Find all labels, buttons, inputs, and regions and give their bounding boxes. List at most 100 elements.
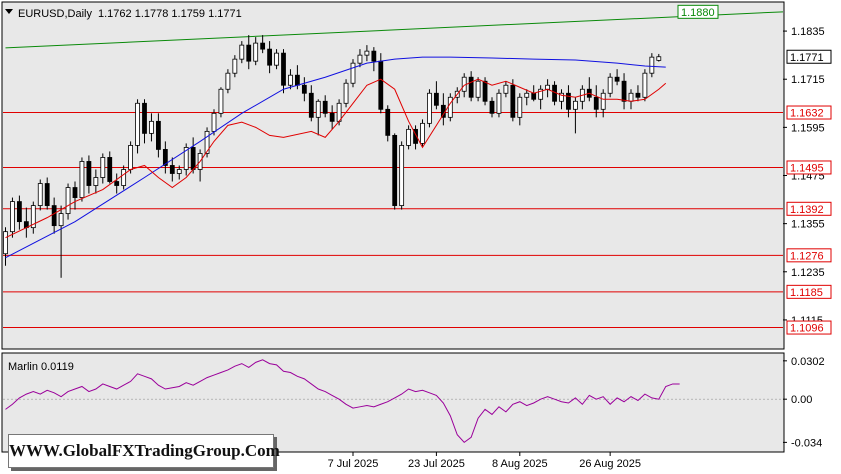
candle-body (37, 183, 43, 206)
candle-body (447, 96, 453, 118)
candle (538, 85, 544, 110)
candle (524, 89, 530, 106)
candle (30, 201, 36, 234)
main-layer (3, 11, 784, 329)
candle (378, 53, 384, 114)
candle-body (260, 42, 266, 50)
candle (149, 113, 154, 142)
candle-body (79, 161, 85, 198)
candle-body (364, 50, 370, 56)
candle-body (107, 157, 113, 182)
candle-body (517, 96, 523, 118)
candle-body (128, 145, 134, 170)
trend-label-box (677, 4, 719, 19)
candle-body (538, 88, 544, 100)
candle-body (65, 187, 71, 215)
candle-body (315, 100, 321, 118)
candle-body (399, 145, 405, 206)
candle (392, 133, 398, 210)
candle-body (510, 84, 516, 118)
candle-body (72, 187, 78, 198)
collapse-triangle-icon[interactable] (5, 9, 13, 14)
candle (86, 155, 92, 194)
candle (496, 89, 502, 118)
x-tick-label: 26 Aug 2025 (579, 458, 641, 470)
candle-body (628, 92, 634, 102)
candle-body (433, 92, 439, 106)
candle (93, 169, 99, 194)
candle-body (573, 100, 578, 110)
candle-body (350, 62, 356, 84)
candle (121, 165, 127, 190)
candle (239, 41, 245, 64)
level-label-box (786, 320, 832, 335)
candle (420, 119, 425, 148)
candle-body (385, 108, 391, 136)
candle-body (301, 84, 307, 94)
candle (503, 81, 509, 98)
trend-line (5, 11, 784, 49)
candle (468, 71, 474, 102)
candle (510, 79, 516, 122)
candle-body (593, 96, 599, 110)
current-price-label: 1.1771 (790, 52, 824, 64)
candle (649, 53, 655, 78)
candle-body (239, 44, 245, 60)
candle (614, 69, 620, 86)
y-tick-label: 1.1715 (791, 74, 825, 86)
level-label: 1.1392 (790, 204, 824, 216)
candle (371, 47, 377, 72)
level-label: 1.1276 (790, 250, 824, 262)
level-label-box (786, 201, 832, 216)
candle (72, 181, 78, 210)
candle-body (100, 157, 106, 178)
oscillator-line (5, 359, 680, 444)
candle-body (288, 74, 293, 86)
candle-body (482, 80, 488, 102)
candle-body (16, 201, 22, 223)
candle-body (155, 120, 161, 150)
candle (607, 73, 613, 98)
candle-body (524, 92, 530, 98)
candle-body (204, 130, 210, 154)
candle (162, 141, 168, 174)
chart-header: EURUSD,Daily (18, 8, 92, 20)
candle-body (656, 56, 662, 61)
candle-body (218, 88, 224, 114)
candle (343, 79, 349, 108)
candle (107, 151, 113, 184)
candle (621, 73, 627, 110)
candle (656, 53, 662, 62)
candle (322, 95, 328, 118)
candle-body (649, 56, 655, 74)
candle-body (246, 44, 252, 62)
candle (593, 85, 599, 118)
candle (288, 69, 293, 90)
candle-body (225, 72, 231, 90)
candle-body (427, 92, 432, 124)
oscillator-layer (3, 359, 783, 444)
trend-label: 1.1880 (681, 7, 715, 19)
candle (413, 125, 418, 150)
candle (65, 183, 71, 220)
candle (10, 197, 15, 238)
x-tick-label: 23 Jul 2025 (408, 458, 465, 470)
candle-body (600, 92, 606, 110)
candle (350, 59, 356, 88)
candle (16, 195, 22, 230)
candle-body (149, 120, 154, 134)
level-label-box (786, 284, 832, 299)
candle (281, 49, 286, 94)
candle (253, 37, 259, 66)
candle-body (58, 213, 64, 227)
y-tick-label: 1.1595 (791, 122, 825, 134)
candle (218, 87, 224, 118)
candle (246, 35, 252, 70)
candle-body (621, 80, 627, 102)
candle-body (336, 102, 342, 122)
candle-body (642, 72, 648, 98)
candle-body (392, 134, 398, 206)
candle-body (559, 92, 564, 102)
candle (155, 113, 161, 158)
osc-y-tick-label: 0.00 (791, 394, 812, 406)
